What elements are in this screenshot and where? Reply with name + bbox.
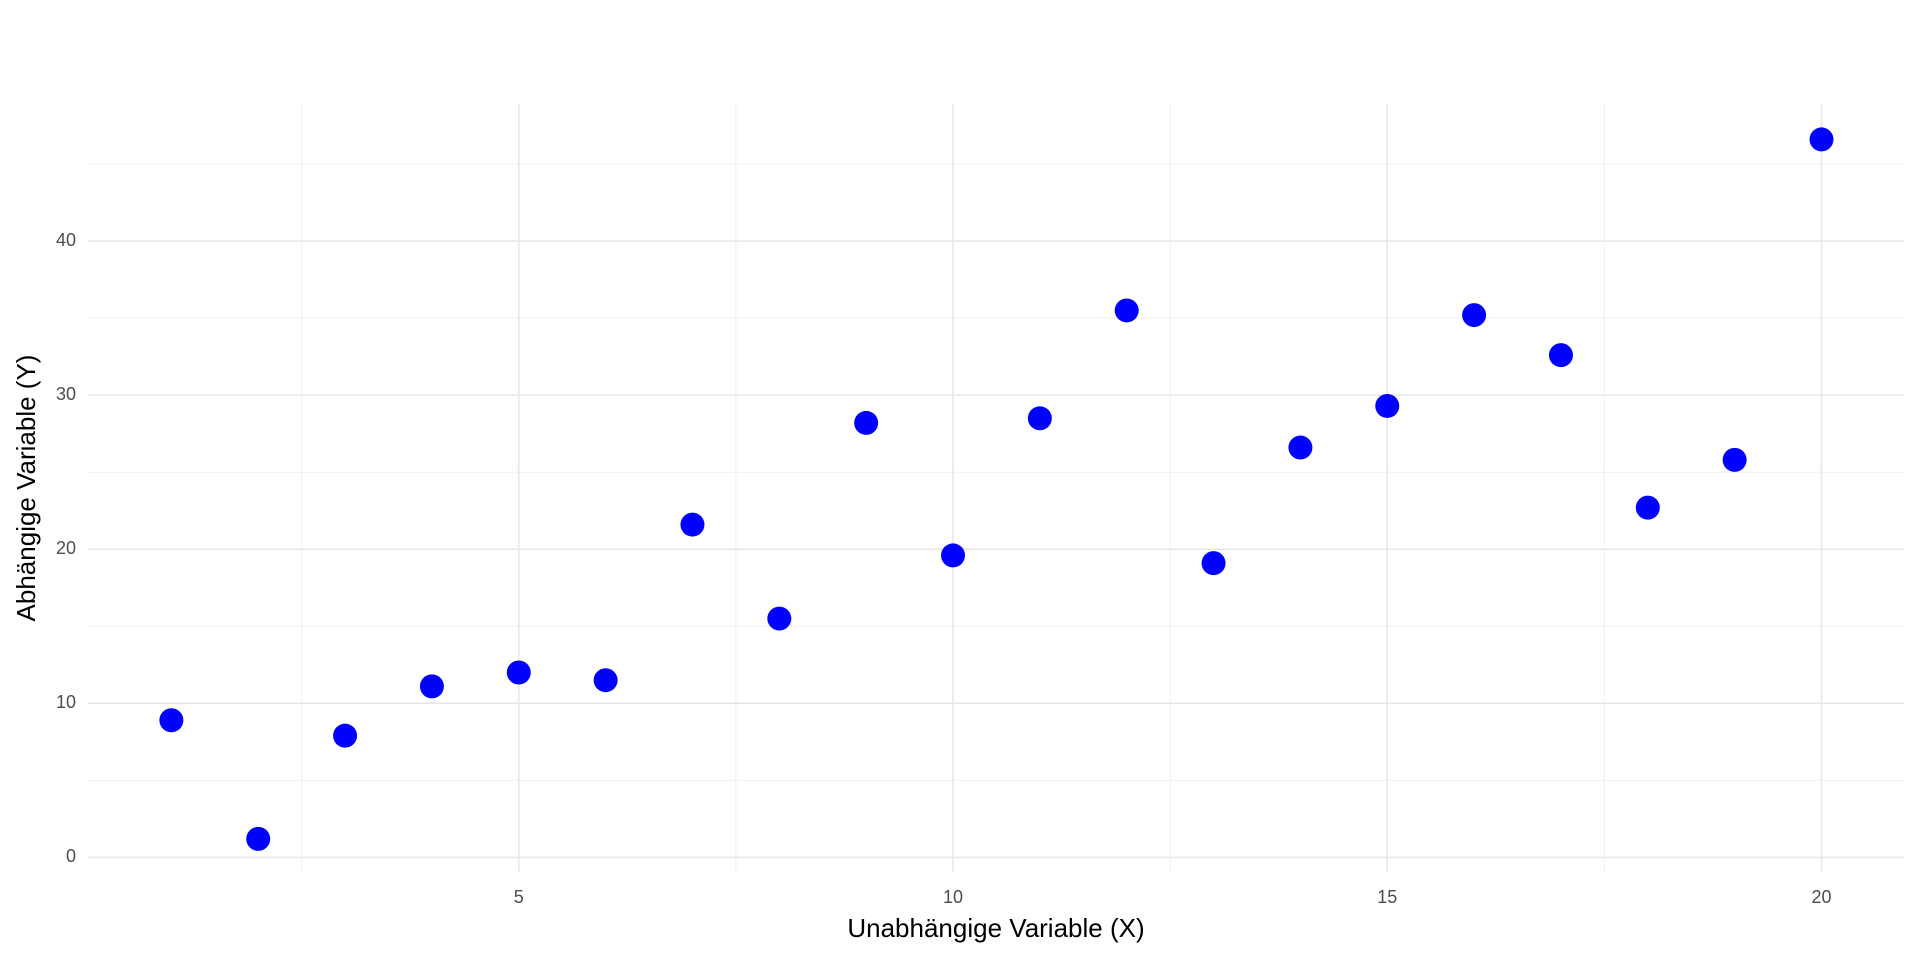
y-axis-title: Abhängige Variable (Y) [11,355,41,622]
point [1809,127,1834,152]
point [1114,298,1139,323]
point [680,512,705,537]
x-tick-label: 20 [1811,887,1831,907]
point [1635,495,1660,520]
point [1201,551,1226,576]
point [506,660,531,685]
point [1548,343,1573,368]
x-tick-label: 5 [514,887,524,907]
y-tick-label: 30 [56,384,76,404]
point [1375,393,1400,418]
point [854,410,879,435]
x-tick-label: 15 [1377,887,1397,907]
x-tick-label: 10 [943,887,963,907]
point [593,668,618,693]
point [1462,303,1487,328]
y-tick-label: 40 [56,230,76,250]
point [941,543,966,568]
y-tick-label: 10 [56,692,76,712]
point [159,708,184,733]
point [333,723,358,748]
point [246,826,271,851]
y-tick-label: 20 [56,538,76,558]
y-tick-label: 0 [66,846,76,866]
point [1288,435,1313,460]
point [767,606,792,631]
point [1027,406,1052,431]
point [419,674,444,699]
x-axis-title: Unabhängige Variable (X) [847,913,1144,943]
point [1722,447,1747,472]
